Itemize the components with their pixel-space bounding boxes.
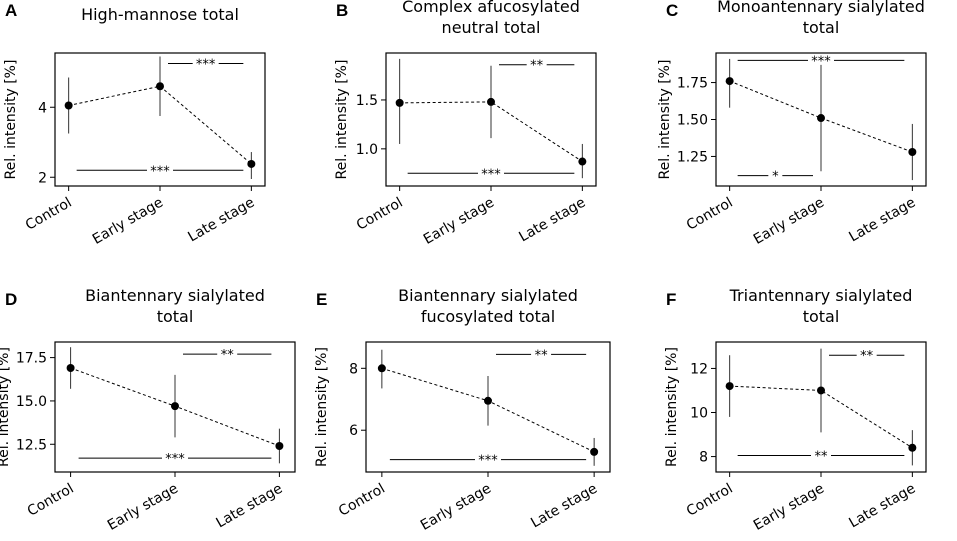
data-point [171,402,179,411]
y-tick-label: 4 [38,100,47,116]
chart-title: total [803,307,840,326]
y-axis-label: Rel. intensity [%] [0,347,12,467]
x-tick-label: Control [25,481,77,520]
y-tick-label: 2 [38,170,47,186]
y-axis-label: Rel. intensity [%] [664,347,680,467]
x-tick-label: Control [354,195,406,234]
data-point [725,77,734,86]
y-tick-label: 1.25 [677,149,708,165]
x-tick-label: Control [684,481,736,520]
data-point [66,364,75,372]
panel-letter: E [316,290,327,309]
y-tick-label: 10 [690,406,708,422]
data-point [578,157,587,166]
chart-title: neutral total [442,18,541,37]
y-tick-label: 15.0 [16,394,47,410]
x-tick-label: Early stage [105,481,181,534]
x-tick-label: Late stage [213,481,285,532]
data-point [395,98,404,107]
data-point [156,82,164,91]
y-tick-label: 17.5 [16,351,47,367]
significance-label: ** [221,348,235,363]
significance-label: ** [530,59,544,74]
x-tick-label: Late stage [846,481,918,532]
y-tick-label: 1.0 [356,142,378,158]
x-tick-label: Early stage [751,481,827,534]
x-tick-label: Late stage [516,195,588,246]
chart-title: Complex afucosylated [402,0,580,16]
significance-label: *** [481,167,501,182]
significance-label: *** [811,54,831,69]
panel-letter: F [666,290,676,309]
significance-label: *** [165,452,185,467]
y-axis-label: Rel. intensity [%] [3,60,19,180]
chart-title: Triantennary sialylated [729,286,913,305]
chart-title: High-mannose total [81,5,239,24]
y-tick-label: 12 [690,361,708,377]
data-point [275,442,284,450]
y-tick-label: 1.75 [677,76,708,92]
series-line [68,85,252,165]
data-point [590,447,599,456]
x-tick-label: Control [23,195,75,234]
data-point [64,101,73,110]
significance-label: ** [815,449,829,464]
significance-label: *** [150,164,170,179]
significance-label: *** [196,58,216,73]
panel-c: C Monoantennary sialylated total Rel. inten… [657,0,927,248]
x-tick-label: Early stage [90,195,166,248]
y-tick-label: 1.50 [677,113,708,129]
y-tick-label: 8 [349,361,358,377]
x-tick-label: Early stage [751,195,827,248]
data-point [484,396,492,405]
data-point [377,364,386,373]
data-point [725,382,734,391]
x-tick-label: Late stage [846,195,918,246]
panel-letter: A [5,1,17,20]
panel-e: E Biantennary sialylated fucosylated total… [314,286,611,534]
y-axis-label: Rel. intensity [%] [334,60,350,180]
x-tick-label: Early stage [418,481,494,534]
data-point [817,114,825,123]
panel-b: B Complex afucosylated neutral total Rel. i… [334,0,597,248]
x-tick-label: Control [336,481,388,520]
series-line [399,101,583,162]
data-point [908,148,917,157]
series-line [729,385,913,449]
significance-label: ** [860,349,874,364]
chart-title: total [803,18,840,37]
panel-letter: B [336,1,348,20]
chart-title: fucosylated total [421,307,555,326]
panel-letter: D [5,290,17,309]
panel-a: A High-mannose total Rel. intensity [%] 2 4 C… [3,1,266,248]
chart-title: Biantennary sialylated [398,286,578,305]
significance-label: ** [535,348,549,363]
panel-f: F Triantennary sialylated total Rel. intens… [664,286,927,534]
x-tick-label: Control [684,195,736,234]
y-tick-label: 6 [349,423,358,439]
data-point [817,386,825,395]
y-axis-label: Rel. intensity [%] [657,60,673,180]
y-tick-label: 12.5 [16,437,47,453]
chart-title: total [157,307,194,326]
chart-title: Monoantennary sialylated [717,0,925,16]
x-tick-label: Late stage [185,195,257,246]
y-axis-label: Rel. intensity [%] [314,347,330,467]
significance-label: * [772,170,779,185]
y-tick-label: 1.5 [356,93,378,109]
y-tick-label: 8 [699,450,708,466]
x-tick-label: Early stage [421,195,497,248]
significance-label: *** [478,454,498,469]
chart-title: Biantennary sialylated [85,286,265,305]
data-point [908,443,917,452]
panel-letter: C [666,1,678,20]
panel-d: D Biantennary sialylated total Rel. intensi… [0,286,296,534]
x-tick-label: Late stage [528,481,600,532]
data-point [247,159,256,168]
data-point [487,97,495,106]
